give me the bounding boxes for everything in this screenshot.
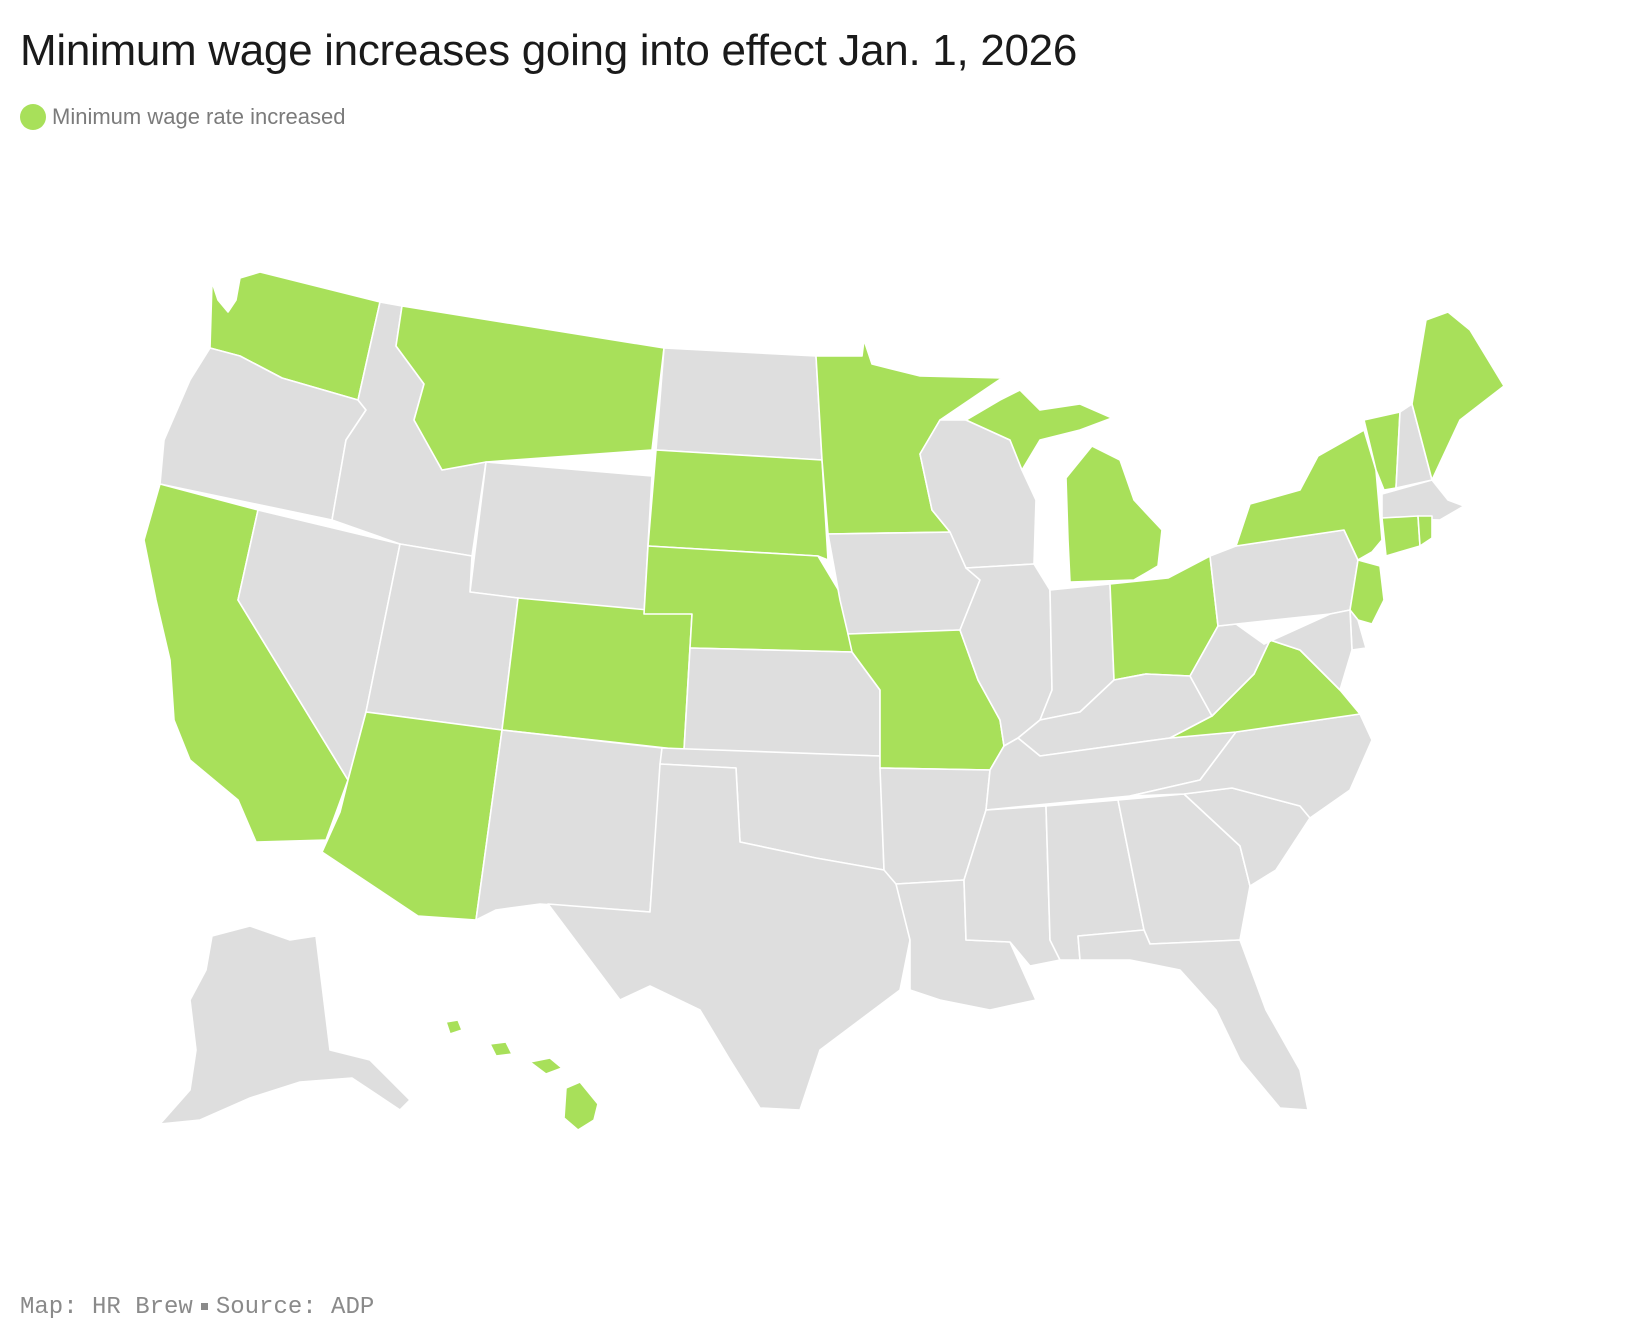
state-hi-island-3[interactable] [529, 1057, 563, 1075]
legend-label: Minimum wage rate increased [52, 104, 346, 129]
state-ak[interactable] [159, 925, 411, 1125]
state-mt[interactable] [395, 305, 665, 471]
state-vt[interactable] [1363, 411, 1401, 491]
state-ri[interactable] [1417, 515, 1433, 547]
footer-separator [200, 1303, 208, 1311]
state-md[interactable] [1263, 609, 1353, 691]
state-mi-upper[interactable] [965, 389, 1113, 471]
legend-swatch [20, 104, 46, 130]
state-fl[interactable] [1077, 929, 1309, 1111]
state-wy[interactable] [469, 461, 653, 615]
state-nd[interactable] [655, 347, 823, 461]
state-pa[interactable] [1209, 529, 1359, 627]
map-title: Minimum wage increases going into effect… [20, 26, 1078, 75]
map-credit: Map: HR Brew [20, 1294, 193, 1321]
state-wi[interactable] [919, 419, 1037, 569]
map-source: Source: ADP [215, 1294, 375, 1321]
state-hi-island-4[interactable] [563, 1081, 599, 1131]
legend: Minimum wage rate increased [20, 104, 345, 130]
state-sd[interactable] [647, 449, 829, 561]
state-nm[interactable] [475, 729, 663, 921]
map-footer: Map: HR Brew Source: ADP [20, 1294, 374, 1321]
state-ks[interactable] [683, 647, 881, 757]
state-mi-lower[interactable] [1065, 445, 1163, 583]
state-tx[interactable] [547, 763, 911, 1111]
state-co[interactable] [501, 597, 693, 751]
state-ct[interactable] [1381, 515, 1421, 557]
state-hi-island-2[interactable] [489, 1041, 513, 1057]
state-me[interactable] [1411, 311, 1505, 481]
state-hi-island-1[interactable] [445, 1019, 463, 1035]
